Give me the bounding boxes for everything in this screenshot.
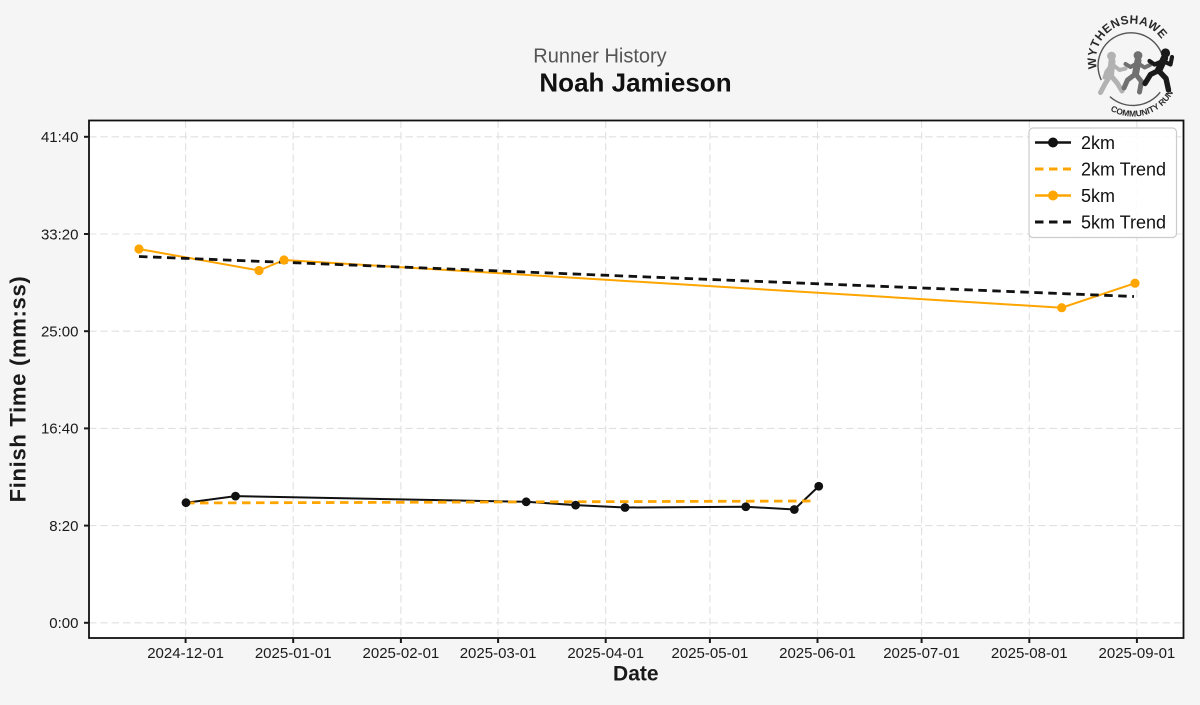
svg-text:0:00: 0:00 — [49, 615, 78, 632]
svg-text:2025-01-01: 2025-01-01 — [255, 645, 332, 662]
svg-text:2km: 2km — [1081, 133, 1115, 153]
svg-text:2025-04-01: 2025-04-01 — [567, 645, 644, 662]
svg-text:33:20: 33:20 — [41, 226, 79, 243]
svg-text:Finish Time (mm:ss): Finish Time (mm:ss) — [6, 276, 31, 503]
svg-text:2025-03-01: 2025-03-01 — [460, 645, 537, 662]
svg-text:2025-07-01: 2025-07-01 — [883, 645, 960, 662]
svg-text:5km Trend: 5km Trend — [1081, 212, 1166, 232]
svg-text:2km Trend: 2km Trend — [1081, 159, 1166, 179]
svg-text:2025-02-01: 2025-02-01 — [363, 645, 440, 662]
svg-text:Runner History: Runner History — [533, 46, 666, 68]
svg-text:2024-12-01: 2024-12-01 — [147, 645, 224, 662]
svg-text:Noah Jamieson: Noah Jamieson — [539, 68, 731, 98]
svg-text:16:40: 16:40 — [41, 421, 79, 438]
svg-text:2025-05-01: 2025-05-01 — [672, 645, 749, 662]
svg-text:41:40: 41:40 — [41, 129, 79, 146]
svg-text:Date: Date — [613, 663, 659, 686]
svg-text:2025-08-01: 2025-08-01 — [991, 645, 1068, 662]
svg-text:2025-09-01: 2025-09-01 — [1099, 645, 1176, 662]
svg-text:8:20: 8:20 — [49, 518, 78, 535]
svg-text:5km: 5km — [1081, 186, 1115, 206]
svg-text:2025-06-01: 2025-06-01 — [779, 645, 856, 662]
svg-text:25:00: 25:00 — [41, 324, 79, 341]
